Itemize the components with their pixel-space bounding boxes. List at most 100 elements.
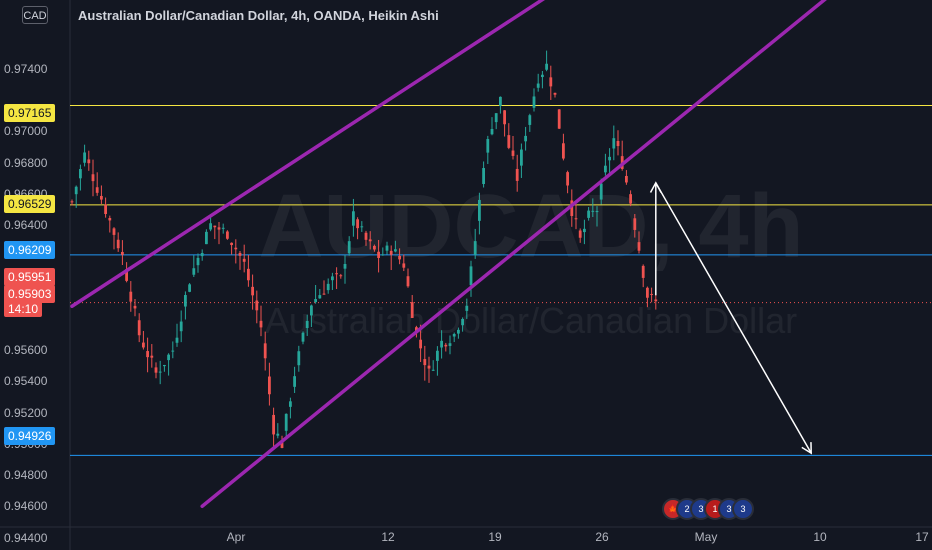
bullish-candle [520,149,523,166]
bullish-candle [289,401,292,407]
bullish-candle [209,223,212,230]
bullish-candle [163,364,166,367]
bullish-candle [196,257,200,266]
time-tick-label: Apr [226,530,246,544]
bearish-candle [251,286,254,296]
event-icon[interactable]: 3 [732,498,754,520]
time-tick-label: May [694,530,718,544]
bullish-candle [583,228,586,233]
bearish-candle [373,245,376,250]
bullish-candle [301,332,305,342]
bar-countdown-label: 14:10 [4,301,43,317]
projection-arrow-line [655,182,812,454]
bearish-candle [515,168,519,181]
bearish-candle [578,230,582,238]
price-tick-label: 0.97000 [4,124,48,139]
time-tick-label: 10 [813,530,827,544]
bullish-candle [608,156,611,161]
price-tick-label: 0.96800 [4,155,48,170]
bullish-candle [343,264,347,269]
bearish-candle [562,143,565,159]
bullish-candle [192,268,196,275]
bullish-candle [352,211,355,226]
bearish-candle [150,355,154,358]
projection-arrow-head [801,442,812,455]
bearish-candle [217,227,221,230]
bearish-candle [280,440,284,448]
bullish-candle [200,253,204,257]
bearish-candle [566,172,569,186]
bullish-candle [179,321,183,332]
bearish-candle [423,359,427,366]
bullish-candle [326,283,330,291]
economic-events-bar[interactable]: 🍁 2 3 1 3 3 [662,498,754,520]
bullish-candle [536,83,540,88]
bearish-candle [427,365,431,369]
bullish-candle [79,169,82,179]
bullish-candle [469,266,473,286]
bearish-candle [402,263,406,268]
bearish-candle [322,293,326,295]
bearish-candle [633,218,637,230]
bearish-candle [444,344,448,347]
bullish-candle [532,96,536,108]
bearish-candle [557,109,561,129]
bullish-candle [524,135,527,142]
bearish-candle [364,232,368,240]
bullish-candle [381,254,385,256]
bullish-candle [297,351,301,366]
bearish-candle [255,300,259,311]
bullish-candle [318,295,322,299]
bullish-candle [591,210,595,212]
bullish-candle [478,199,481,221]
bearish-candle [629,194,632,204]
bullish-candle [490,129,494,135]
price-tick-label: 0.94600 [4,499,48,514]
bearish-candle [625,175,628,183]
currency-badge[interactable]: CAD [22,6,48,24]
bullish-candle [436,350,439,361]
price-tick-label: 0.95200 [4,405,48,420]
channel-lower-line [200,0,827,508]
bullish-candle [310,305,313,316]
bearish-candle [133,305,137,309]
price-tick-label: 0.96400 [4,218,48,232]
chart-title: Australian Dollar/Canadian Dollar, 4h, O… [78,8,439,23]
price-tick-label: 0.95400 [4,374,48,389]
price-tick-label: 0.95600 [4,343,48,357]
bullish-candle [314,299,317,303]
time-tick-label: 17 [915,530,929,544]
prev-close-label: 0.95903 [4,285,56,303]
bearish-candle [511,150,515,156]
channel-upper-line [70,0,546,308]
bullish-candle [604,165,607,173]
bearish-candle [125,269,128,281]
price-tick-label: 0.94800 [4,468,48,482]
bullish-candle [461,318,464,326]
bullish-candle [499,96,502,106]
bullish-candle [167,354,170,361]
bullish-candle [612,138,616,149]
bearish-candle [112,228,116,235]
bullish-candle [528,115,532,125]
bearish-candle [104,204,107,215]
bullish-candle [184,295,187,307]
bearish-candle [574,218,578,220]
bearish-candle [406,276,410,287]
time-tick-label: 19 [488,530,502,544]
bearish-candle [335,273,338,275]
bullish-candle [347,241,351,254]
bearish-candle [213,225,217,228]
bullish-candle [394,249,397,252]
bullish-candle [599,183,603,200]
bearish-candle [87,159,91,164]
bearish-candle [503,110,506,125]
bullish-candle [440,340,443,348]
bullish-candle [457,329,460,334]
bullish-candle [74,186,78,195]
bearish-candle [259,320,263,328]
bullish-candle [465,305,469,311]
bearish-candle [137,320,141,336]
